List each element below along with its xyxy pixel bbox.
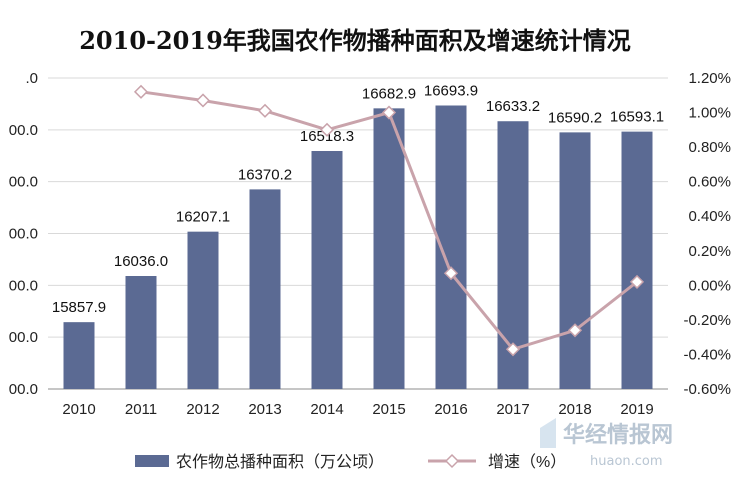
right-axis-tick-label: 0.00% <box>688 277 731 294</box>
bar-data-label: 16593.1 <box>610 109 664 126</box>
growth-point <box>257 103 273 118</box>
right-axis-tick-label: 0.60% <box>688 174 731 191</box>
bar-data-label: 16036.0 <box>114 253 168 270</box>
x-axis-tick-label: 2017 <box>496 401 529 418</box>
left-axis-tick-label: 00.0 <box>9 329 38 346</box>
watermark: 华经情报网 huaon.com <box>540 418 673 469</box>
bar-data-label: 16633.2 <box>486 98 540 115</box>
bar-data-label: 16207.1 <box>176 209 230 226</box>
right-axis-tick-label: 0.20% <box>688 243 731 260</box>
bar-data-label: 16590.2 <box>548 109 602 126</box>
growth-point <box>195 93 211 108</box>
x-axis-tick-label: 2013 <box>248 401 281 418</box>
x-axis-tick-label: 2014 <box>310 401 343 418</box>
left-axis-tick-label: 00.0 <box>9 174 38 191</box>
x-axis-tick-label: 2016 <box>434 401 467 418</box>
legend-bar-label: 农作物总播种面积（万公顷） <box>176 453 384 471</box>
bar-data-label: 16370.2 <box>238 166 292 183</box>
x-axis-tick-label: 2012 <box>186 401 219 418</box>
right-axis-ticks: 1.20% 1.00% 0.80% 0.60% 0.40% 0.20% 0.00% -0.20… <box>683 70 731 398</box>
x-axis-tick-label: 2015 <box>372 401 405 418</box>
bar-data-label: 16682.9 <box>362 85 416 102</box>
chart-title: 2010-2019年我国农作物播种面积及增速统计情况 <box>79 26 631 55</box>
left-axis-tick-label: 00.0 <box>9 381 38 398</box>
growth-point <box>505 342 521 357</box>
bar-data-label: 16693.9 <box>424 82 478 99</box>
right-axis-tick-label: 1.00% <box>688 105 731 122</box>
bar <box>125 276 157 389</box>
x-axis-tick-label: 2010 <box>62 401 95 418</box>
bar-series <box>63 105 653 389</box>
legend-line-marker <box>444 453 460 469</box>
right-axis-tick-label: -0.60% <box>683 381 731 398</box>
left-axis-ticks: .0 00.0 00.0 00.0 00.0 00.0 00.0 <box>9 70 38 398</box>
line-series <box>133 84 645 357</box>
right-axis-tick-label: -0.20% <box>683 312 731 329</box>
left-axis-tick-label: 00.0 <box>9 226 38 243</box>
bar <box>559 132 591 389</box>
bar <box>249 189 281 389</box>
bar-data-labels: 15857.916036.016207.116370.216518.316682… <box>52 82 664 316</box>
watermark-text: 华经情报网 <box>563 422 673 448</box>
bar <box>621 131 653 389</box>
growth-point <box>443 266 459 281</box>
right-axis-tick-label: -0.40% <box>683 346 731 363</box>
growth-point <box>381 105 397 120</box>
growth-point <box>319 122 335 137</box>
legend: 农作物总播种面积（万公顷） 增速（%） <box>135 453 566 471</box>
legend-bar-swatch <box>135 455 169 467</box>
x-axis-tick-label: 2011 <box>125 401 157 418</box>
bar <box>373 108 405 389</box>
bar-data-label: 15857.9 <box>52 299 106 316</box>
legend-line-label: 增速（%） <box>488 453 566 471</box>
right-axis-tick-label: 0.40% <box>688 208 731 225</box>
left-axis-tick-label: 00.0 <box>9 122 38 139</box>
watermark-url: huaon.com <box>590 454 663 469</box>
growth-point <box>567 323 583 338</box>
bar <box>311 151 343 389</box>
right-axis-tick-label: 1.20% <box>688 70 731 87</box>
bar <box>187 231 219 389</box>
watermark-logo-icon <box>540 418 556 448</box>
bar <box>63 322 95 389</box>
growth-point <box>629 274 645 289</box>
left-axis-tick-label: 00.0 <box>9 277 38 294</box>
left-axis-tick-label: .0 <box>25 70 38 87</box>
right-axis-tick-label: 0.80% <box>688 139 731 156</box>
growth-point <box>133 84 149 99</box>
x-axis-tick-label: 2018 <box>558 401 591 418</box>
x-axis-ticks: 2010 2011 2012 2013 2014 2015 2016 2017 2018 2019 <box>62 401 653 418</box>
x-axis-tick-label: 2019 <box>620 401 653 418</box>
